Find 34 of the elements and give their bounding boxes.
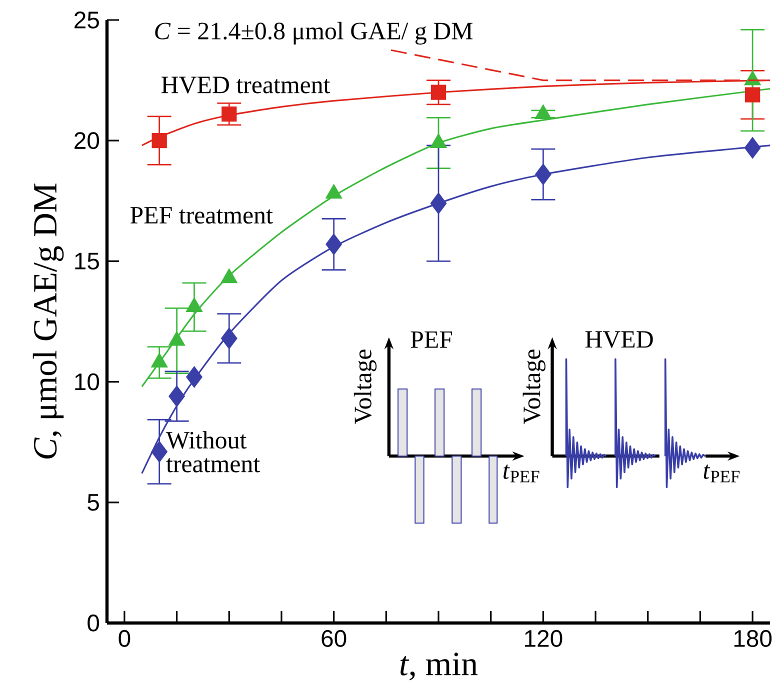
series-label: HVED treatment (162, 76, 330, 94)
point (186, 366, 202, 388)
x-axis-title: t, min (400, 652, 478, 680)
annotation: PEF (410, 331, 452, 348)
point (222, 106, 237, 122)
point (151, 440, 168, 463)
point (744, 137, 761, 159)
y-tick-label: 15 (75, 252, 99, 270)
point (220, 328, 238, 350)
y-tick-label: 25 (74, 12, 99, 28)
annotation: HVED (585, 331, 653, 348)
annotation: Voltage (354, 350, 377, 424)
x-tick-label: 60 (322, 630, 346, 647)
x-tick-label: 180 (734, 630, 772, 647)
y-tick-label: 20 (74, 132, 100, 150)
annotation: C = 21.4±0.8 μmol GAE/ g DM (155, 22, 472, 45)
y-tick-label: 0 (88, 614, 100, 632)
annotation: t$_{PEF}$ (704, 464, 740, 482)
y-tick-label: 5 (88, 494, 99, 511)
point (152, 133, 167, 148)
point (430, 192, 447, 214)
y-axis-title: C, μmol GAE/g DM (32, 184, 64, 459)
point (326, 234, 342, 256)
point (168, 386, 185, 408)
text: PEF treatment (130, 207, 273, 224)
annotation: Voltage (522, 350, 546, 424)
x-tick-label: 120 (525, 630, 562, 647)
y-tick-label: 10 (75, 373, 100, 390)
point (744, 87, 760, 102)
point (535, 164, 552, 186)
annotation: t$_{PEF}$ (504, 464, 540, 482)
point (430, 84, 446, 100)
series-label: Without treatment (166, 431, 260, 472)
x-tick-label: 0 (118, 630, 130, 647)
